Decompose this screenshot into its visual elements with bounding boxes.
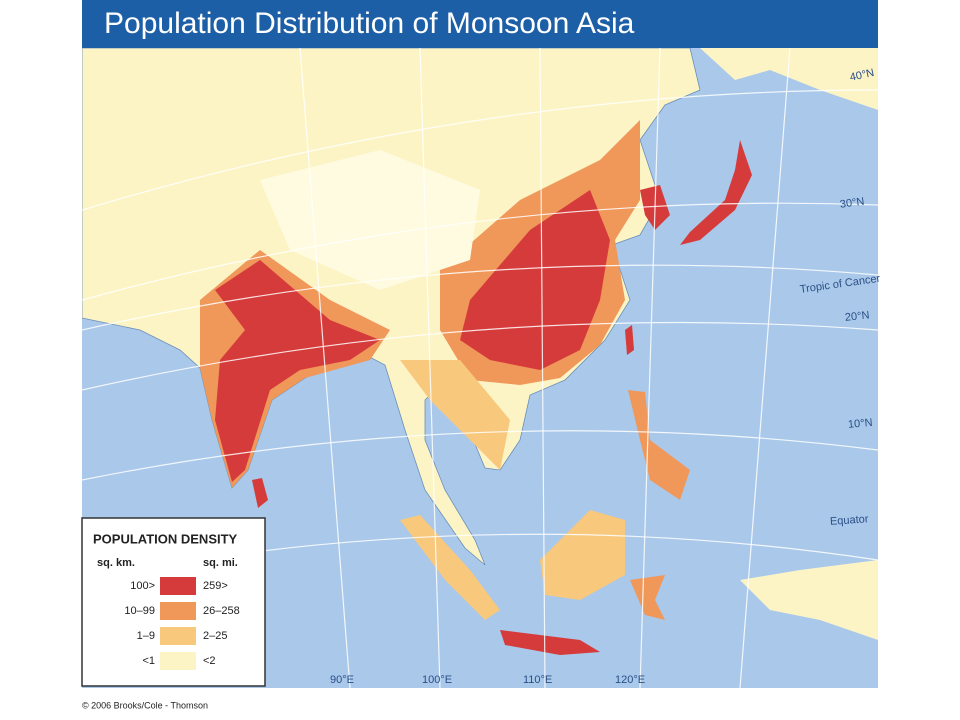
sea-asia-medium [400,360,510,470]
legend-km: 10–99 [124,605,155,617]
legend-mi: 259> [203,580,228,592]
philippines [628,390,690,500]
legend-km: 1–9 [137,630,155,642]
legend-unit: sq. km. [97,557,135,569]
taiwan [625,325,634,355]
longitude-label: 120°E [615,674,645,686]
latitude-label: Equator [830,513,870,528]
legend-mi: 2–25 [203,630,227,642]
sulawesi [630,575,665,620]
longitude-label: 90°E [330,674,354,686]
title-bar [82,0,878,48]
longitude-line [299,48,351,688]
legend-km: <1 [142,655,155,667]
java [500,630,600,655]
legend-swatch [160,652,196,670]
longitude-line [739,48,791,688]
latitude-line [82,321,878,391]
legend-swatch [160,627,196,645]
borneo [540,510,625,600]
map [82,48,878,688]
title: Population Distribution of Monsoon Asia [104,7,635,40]
plateau [260,150,480,290]
legend-mi: <2 [203,655,216,667]
longitude-label: 100°E [422,674,452,686]
latitude-label: 40°N [849,67,876,84]
legend: POPULATION DENSITY sq. km. sq. mi. 100> 2… [81,517,266,687]
legend-swatch [160,577,196,595]
legend-mi: 26–258 [203,605,240,617]
longitude-line [639,48,661,688]
japan [680,140,752,245]
longitude-label: 110°E [523,674,552,686]
latitude-line [82,89,878,211]
new-guinea [740,560,878,640]
latitude-label: 20°N [844,309,870,324]
copyright: © 2006 Brooks/Cole - Thomson [82,700,208,710]
longitude-line [419,48,441,688]
latitude-line [82,430,878,481]
sri-lanka [252,478,268,508]
india-dense [215,260,380,482]
legend-unit: sq. mi. [203,557,238,569]
sumatra [400,515,500,620]
longitude-line [539,48,546,688]
latitude-label: 10°N [847,417,873,431]
latitude-line [82,202,878,301]
legend-swatch [160,602,196,620]
northeast-land [700,48,878,110]
latitude-label: 30°N [839,196,865,211]
legend-title: POPULATION DENSITY [93,531,238,546]
latitude-line [82,264,878,331]
legend-km: 100> [130,580,155,592]
